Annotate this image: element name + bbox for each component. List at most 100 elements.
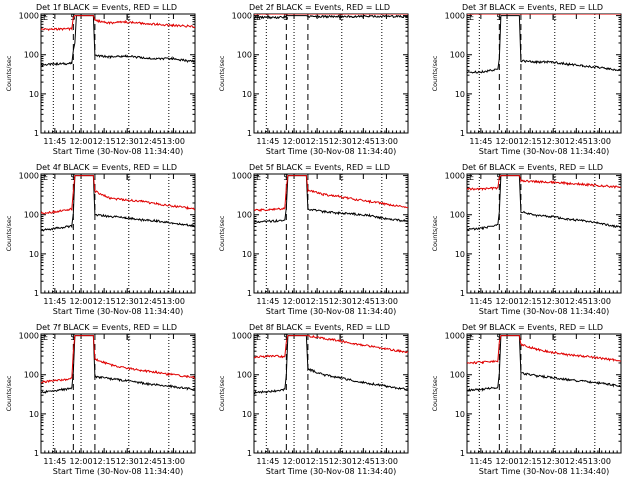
interval-marker: S xyxy=(283,173,288,182)
x-tick-label: 12:00 xyxy=(70,137,93,146)
y-tick-label: 100 xyxy=(24,211,39,220)
y-tick-label: 1000 xyxy=(232,12,252,21)
y-tick-label: 100 xyxy=(450,211,465,220)
plot-frame xyxy=(253,13,409,134)
x-tick-label: 11:45 xyxy=(43,457,66,466)
detector-panel: Det 1f BLACK = Events, RED = LLD 1 10 100 10… xyxy=(0,0,213,160)
y-tick-label: 10 xyxy=(29,250,39,259)
events-series-line xyxy=(254,14,408,20)
x-tick-label: 11:45 xyxy=(256,297,279,306)
panel-title: Det 9f BLACK = Events, RED = LLD xyxy=(462,323,603,332)
x-tick-label: 13:00 xyxy=(162,137,185,146)
x-tick-label: 13:00 xyxy=(588,137,611,146)
detector-panel: Det 7f BLACK = Events, RED = LLD 1 10 100 10… xyxy=(0,320,213,480)
panel-title: Det 5f BLACK = Events, RED = LLD xyxy=(249,163,390,172)
events-series-line xyxy=(41,15,195,67)
interval-marker: S xyxy=(496,13,501,22)
x-tick-label: 12:15 xyxy=(306,137,329,146)
y-tick-label: 100 xyxy=(450,371,465,380)
interval-marker: S xyxy=(70,173,75,182)
x-tick-label: 12:45 xyxy=(139,457,162,466)
x-tick-label: 12:45 xyxy=(565,297,588,306)
y-axis-label: Counts/sec xyxy=(5,215,13,251)
plot-frame xyxy=(253,173,409,294)
panel-chart-svg: Det 5f BLACK = Events, RED = LLD 1 10 100 10… xyxy=(218,163,409,316)
y-tick-label: 1 xyxy=(34,129,39,138)
y-tick-label: 10 xyxy=(455,90,465,99)
x-tick-label: 12:15 xyxy=(93,457,116,466)
x-tick-label: 12:00 xyxy=(283,457,306,466)
y-tick-label: 10 xyxy=(242,410,252,419)
detector-panel: Det 6f BLACK = Events, RED = LLD 1 10 100 10… xyxy=(426,160,639,320)
x-tick-label: 13:00 xyxy=(162,457,185,466)
panel-chart-svg: Det 3f BLACK = Events, RED = LLD 1 10 100 10… xyxy=(431,3,622,156)
y-tick-label: 1000 xyxy=(232,172,252,181)
x-tick-label: 12:45 xyxy=(565,457,588,466)
y-tick-label: 1 xyxy=(460,449,465,458)
x-tick-label: 12:00 xyxy=(70,457,93,466)
y-axis-label: Counts/sec xyxy=(218,375,226,411)
x-axis-label: Start Time (30-Nov-08 11:34:40) xyxy=(479,307,609,316)
panel-title: Det 3f BLACK = Events, RED = LLD xyxy=(462,3,603,12)
x-tick-label: 12:45 xyxy=(352,297,375,306)
x-axis-label: Start Time (30-Nov-08 11:34:40) xyxy=(479,147,609,156)
interval-marker: E xyxy=(43,173,48,182)
panel-title: Det 2f BLACK = Events, RED = LLD xyxy=(249,3,390,12)
x-axis-label: Start Time (30-Nov-08 11:34:40) xyxy=(266,147,396,156)
x-tick-label: 13:00 xyxy=(162,297,185,306)
y-tick-label: 1000 xyxy=(19,172,39,181)
x-tick-label: 12:30 xyxy=(329,457,352,466)
y-tick-label: 1000 xyxy=(19,332,39,341)
panel-chart-svg: Det 6f BLACK = Events, RED = LLD 1 10 100 10… xyxy=(431,163,622,316)
x-axis-label: Start Time (30-Nov-08 11:34:40) xyxy=(479,467,609,476)
plot-frame xyxy=(40,13,196,134)
x-tick-label: 12:30 xyxy=(116,137,139,146)
events-series-line xyxy=(467,335,621,393)
x-tick-label: 12:30 xyxy=(116,297,139,306)
detector-panel: Det 5f BLACK = Events, RED = LLD 1 10 100 10… xyxy=(213,160,426,320)
interval-marker: E xyxy=(43,13,48,22)
panel-chart-svg: Det 4f BLACK = Events, RED = LLD 1 10 100 10… xyxy=(5,163,196,316)
x-tick-label: 12:00 xyxy=(283,137,306,146)
events-series-line xyxy=(254,335,408,395)
x-tick-label: 12:45 xyxy=(352,457,375,466)
y-tick-label: 10 xyxy=(242,90,252,99)
x-tick-label: 12:00 xyxy=(283,297,306,306)
plot-frame xyxy=(253,333,409,454)
y-axis-label: Counts/sec xyxy=(431,55,439,91)
events-series-line xyxy=(467,175,621,232)
interval-marker: E xyxy=(552,173,557,182)
x-tick-label: 12:15 xyxy=(519,297,542,306)
y-tick-label: 10 xyxy=(455,250,465,259)
y-tick-label: 100 xyxy=(237,51,252,60)
x-tick-label: 12:15 xyxy=(93,297,116,306)
x-tick-label: 12:30 xyxy=(116,457,139,466)
x-tick-label: 13:00 xyxy=(588,457,611,466)
y-tick-label: 1 xyxy=(247,129,252,138)
interval-marker: E xyxy=(339,173,344,182)
detector-panel: Det 4f BLACK = Events, RED = LLD 1 10 100 10… xyxy=(0,160,213,320)
x-tick-label: 13:00 xyxy=(375,457,398,466)
x-axis-label: Start Time (30-Nov-08 11:34:40) xyxy=(266,467,396,476)
x-tick-label: 12:00 xyxy=(496,297,519,306)
interval-marker: E xyxy=(469,13,474,22)
x-tick-label: 12:00 xyxy=(70,297,93,306)
x-tick-label: 11:45 xyxy=(256,137,279,146)
y-axis-label: Counts/sec xyxy=(431,375,439,411)
y-tick-label: 1000 xyxy=(232,332,252,341)
detector-panel: Det 9f BLACK = Events, RED = LLD 1 10 100 10… xyxy=(426,320,639,480)
y-tick-label: 1000 xyxy=(19,12,39,21)
panel-chart-svg: Det 8f BLACK = Events, RED = LLD 1 10 100 10… xyxy=(218,323,409,476)
x-axis-label: Start Time (30-Nov-08 11:34:40) xyxy=(266,307,396,316)
panel-chart-svg: Det 9f BLACK = Events, RED = LLD 1 10 100 10… xyxy=(431,323,622,476)
lld-series-line xyxy=(41,335,195,384)
x-tick-label: 12:30 xyxy=(542,137,565,146)
detector-panel: Det 2f BLACK = Events, RED = LLD 1 10 100 10… xyxy=(213,0,426,160)
x-tick-label: 11:45 xyxy=(256,457,279,466)
x-tick-label: 11:45 xyxy=(469,457,492,466)
y-tick-label: 1 xyxy=(34,289,39,298)
lld-series-line xyxy=(254,175,408,213)
plot-frame xyxy=(40,333,196,454)
lld-series-line xyxy=(41,175,195,215)
x-tick-label: 11:45 xyxy=(43,137,66,146)
